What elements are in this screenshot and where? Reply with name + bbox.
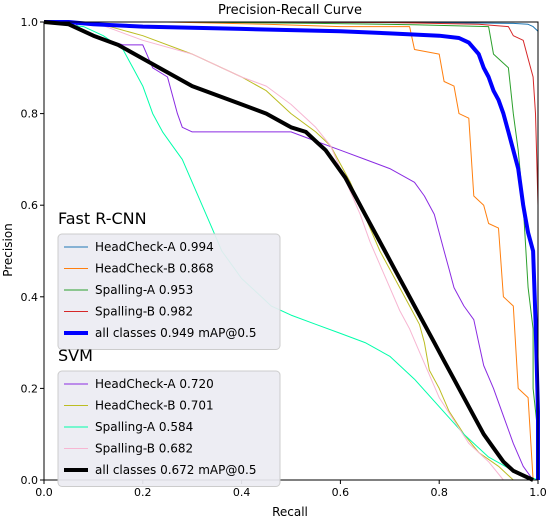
legend-entry: all classes 0.949 mAP@0.5 (95, 326, 256, 340)
x-tick-label: 0.6 (332, 486, 350, 499)
y-tick-label: 1.0 (21, 16, 39, 29)
series-line-svm-headcheck-a (44, 21, 534, 481)
legend-title: SVM (58, 346, 93, 365)
legend-layer: Fast R-CNN HeadCheck-A 0.994 HeadCheck-B 0… (57, 209, 281, 487)
legend-entry: HeadCheck-A 0.720 (95, 377, 214, 391)
legend-box (57, 370, 281, 487)
series-line-svm-spalling-b (44, 21, 504, 481)
legend-box (57, 233, 281, 350)
y-tick-label: 0.8 (21, 108, 39, 121)
series-layer (43, 20, 540, 482)
y-axis-label: Precision (1, 223, 15, 277)
series-line-fast-rcnn-all (44, 20, 540, 480)
axes-layer: 0.0 0.2 0.4 0.6 0.8 1.0 0.0 0.2 0.4 0.6 0.8 1.0 (21, 16, 547, 499)
legend-fast-r-cnn: Fast R-CNN HeadCheck-A 0.994 HeadCheck-B 0… (57, 209, 281, 350)
plot-frame (43, 21, 539, 481)
y-tick-label: 0.4 (21, 291, 39, 304)
y-tick-label: 0.0 (21, 474, 39, 487)
legend-entry: HeadCheck-B 0.701 (95, 399, 214, 413)
legend-entry: all classes 0.672 mAP@0.5 (95, 463, 256, 477)
legend-entry: Spalling-A 0.953 (95, 283, 193, 297)
chart-title: Precision-Recall Curve (218, 3, 362, 18)
x-axis-label: Recall (272, 505, 308, 519)
legend-title: Fast R-CNN (58, 209, 147, 228)
legend-entry: HeadCheck-B 0.868 (95, 262, 214, 276)
legend-entry: Spalling-B 0.982 (95, 305, 193, 319)
legend-entry: HeadCheck-A 0.994 (95, 240, 214, 254)
x-tick-label: 0.4 (233, 486, 251, 499)
series-line-svm-all (43, 20, 534, 482)
series-line-svm-headcheck-b (44, 21, 514, 481)
y-tick-label: 0.6 (21, 199, 39, 212)
series-line-fast-rcnn-spalling-a (44, 21, 539, 480)
x-tick-label: 0.8 (430, 486, 448, 499)
series-line-fast-rcnn-headcheck-b (44, 21, 534, 481)
legend-entry: Spalling-A 0.584 (95, 420, 193, 434)
x-tick-label: 0.2 (134, 486, 152, 499)
y-tick-label: 0.2 (21, 382, 39, 395)
legend-entry: Spalling-B 0.682 (95, 442, 193, 456)
x-tick-label: 0.0 (35, 486, 53, 499)
x-tick-label: 1.0 (529, 486, 547, 499)
